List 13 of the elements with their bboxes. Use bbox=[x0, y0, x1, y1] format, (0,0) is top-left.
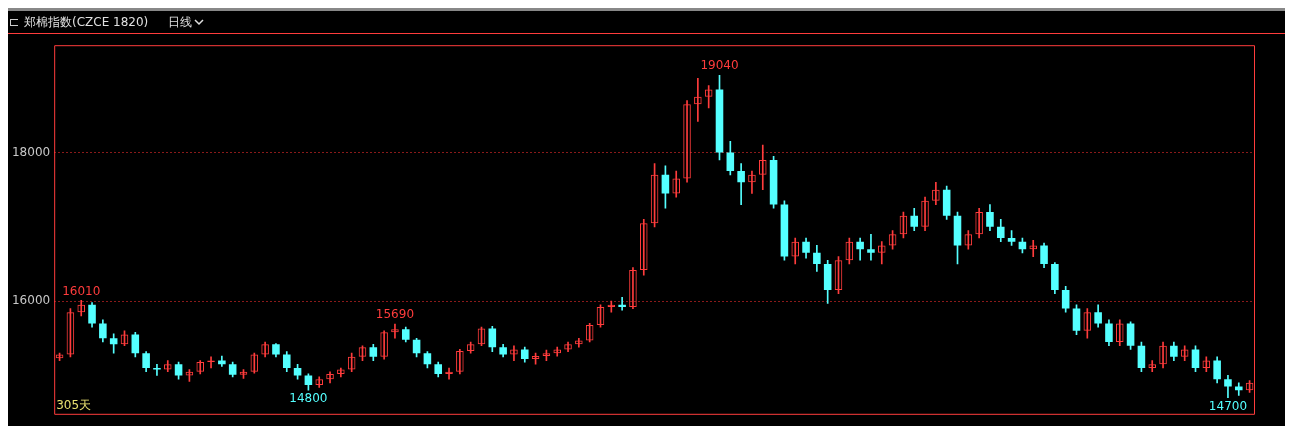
annotation: 14700 bbox=[1208, 398, 1248, 413]
candlestick bbox=[618, 297, 626, 311]
annotation: 15690 bbox=[375, 307, 415, 322]
candlestick bbox=[737, 163, 745, 205]
y-tick-label: 18000 bbox=[11, 144, 51, 159]
candlestick bbox=[867, 233, 875, 261]
annotation: 305天 bbox=[56, 397, 92, 412]
annotation: 19040 bbox=[700, 58, 739, 73]
chart-title: 郑棉指数(CZCE 1820) bbox=[24, 13, 149, 31]
annotation: 14800 bbox=[289, 391, 328, 406]
chart-subtitle: 日线 bbox=[168, 13, 193, 31]
y-tick-label: 16000 bbox=[11, 293, 51, 308]
annotation: 16010 bbox=[62, 283, 101, 298]
